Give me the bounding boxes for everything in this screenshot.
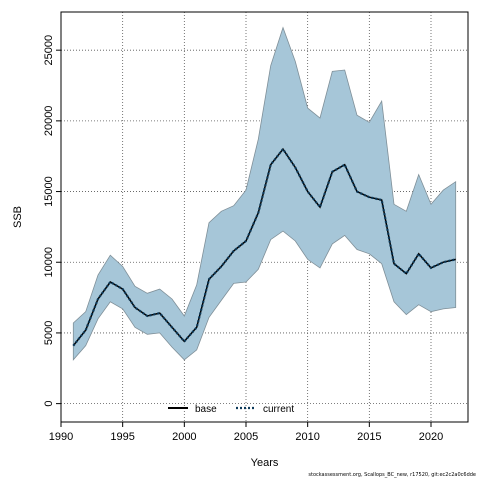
y-tick-label: 15000 [43, 176, 55, 207]
x-tick-label: 1990 [49, 431, 73, 443]
plot-frame [60, 11, 469, 423]
footer-source-note: stockassessment.org, Scallops_BC_new, r1… [308, 472, 476, 478]
x-tick-label: 2005 [234, 431, 258, 443]
legend-label-current: current [263, 404, 294, 415]
x-axis-title: Years [251, 457, 279, 469]
x-tick-label: 2020 [419, 431, 443, 443]
y-tick-label: 5000 [43, 321, 55, 345]
x-tick-label: 2000 [172, 431, 196, 443]
x-tick-label: 2015 [357, 431, 381, 443]
x-axis: 1990 1995 2000 2005 2010 2015 2020 [49, 422, 443, 443]
legend-label-base: base [195, 404, 217, 415]
series-line-current [72, 147, 456, 347]
y-axis: 0 5000 10000 15000 20000 25000 [43, 35, 61, 407]
y-tick-label: 0 [43, 401, 55, 407]
y-axis-title: SSB [12, 206, 24, 228]
legend: base current [168, 404, 294, 415]
y-tick-label: 25000 [43, 35, 55, 66]
series-lines [72, 147, 456, 347]
y-tick-label: 10000 [43, 247, 55, 278]
x-tick-label: 2010 [295, 431, 319, 443]
confidence-band [72, 26, 457, 361]
x-tick-label: 1995 [110, 431, 134, 443]
y-tick-label: 20000 [43, 106, 55, 137]
